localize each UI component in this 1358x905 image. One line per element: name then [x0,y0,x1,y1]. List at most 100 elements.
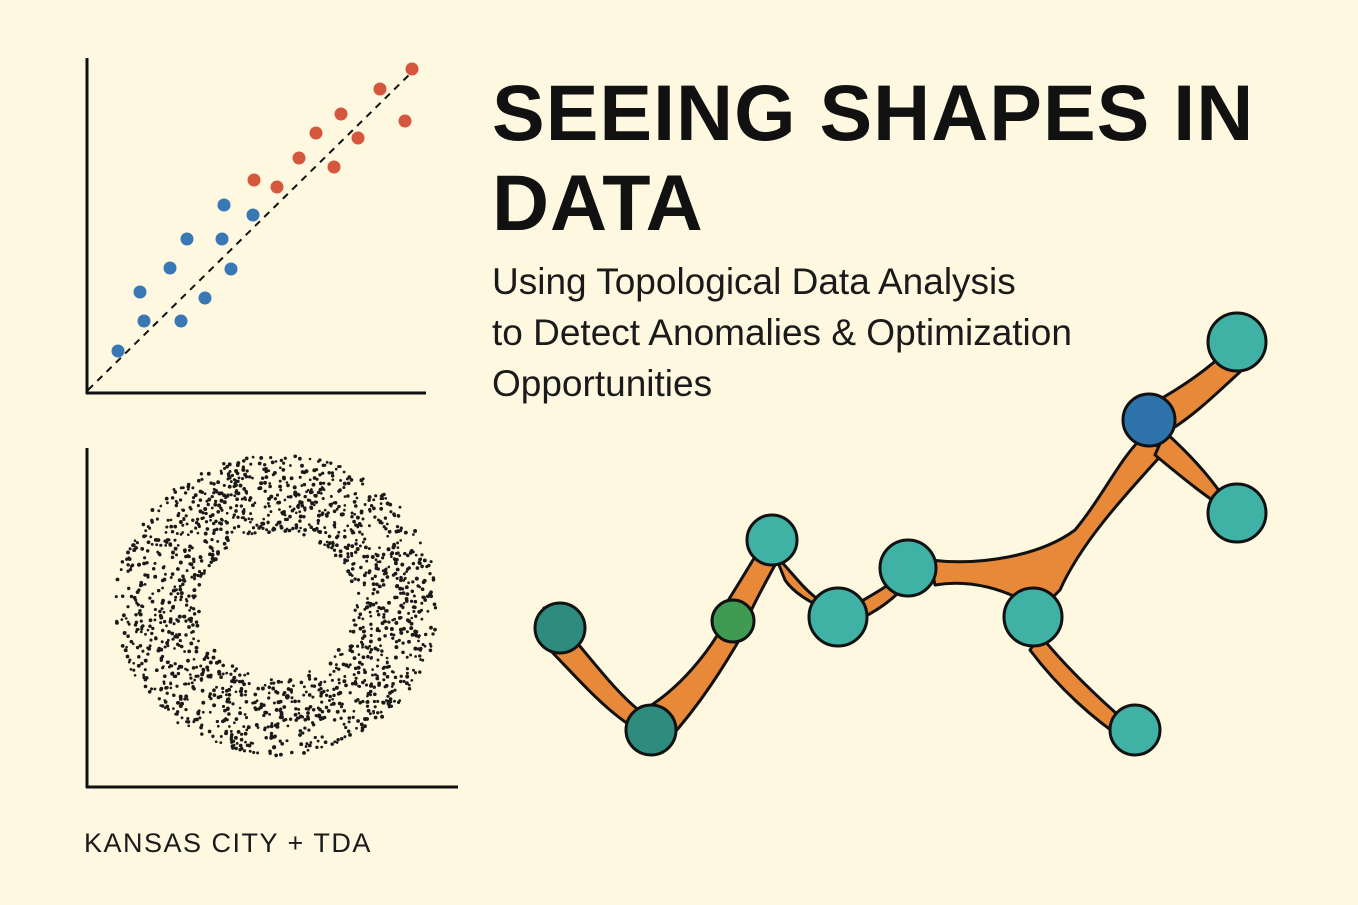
ring-point [175,618,179,622]
ring-point [335,709,340,714]
ring-point [300,484,304,487]
ring-point [390,689,394,694]
ring-point [404,597,409,601]
ring-point [407,683,411,687]
ring-point [246,531,250,536]
ring-point [349,579,354,584]
ring-point [179,532,183,536]
ring-point [356,698,360,702]
ring-point [411,580,415,584]
ring-point [394,620,399,625]
ring-point [330,678,334,682]
ring-point [372,506,376,511]
ring-point [177,614,182,619]
ring-point [186,658,190,663]
ring-point [189,562,194,567]
ring-point [355,726,358,730]
ring-point [375,627,380,631]
ring-point [216,719,219,723]
ring-point [328,699,331,702]
ring-point [374,601,378,605]
ring-point [369,656,373,660]
ring-point [216,724,220,728]
ring-point [380,556,385,560]
ring-point [225,535,229,540]
ring-point [247,682,251,686]
ring-point [189,619,193,623]
ring-point [233,735,238,740]
ring-point [383,516,388,520]
ring-point [368,712,372,716]
ring-point [189,641,194,646]
ring-point [384,527,388,531]
ring-point [343,495,347,498]
ring-point [396,514,400,517]
ring-point [338,553,343,558]
ring-point [264,475,269,479]
ring-point [245,728,249,732]
edge-hub [928,440,1170,612]
ring-point [381,606,385,610]
ring-point [376,711,380,715]
ring-point [245,743,250,747]
ring-point [281,468,286,472]
ring-point [405,570,408,573]
normal-point [215,232,229,246]
ring-point [253,700,257,705]
ring-point [263,728,267,732]
ring-point [368,639,373,644]
ring-point [143,573,147,577]
ring-point [215,685,218,689]
ring-point [153,618,157,622]
ring-point [221,719,225,724]
ring-point [418,670,422,674]
ring-points [114,454,438,758]
ring-point [192,588,197,593]
ring-point [184,603,189,607]
ring-point [361,625,365,629]
ring-point [304,707,309,711]
ring-point [212,491,216,495]
ring-point [283,529,288,533]
ring-point [136,627,140,631]
ring-point [129,668,133,671]
ring-point [404,681,409,686]
ring-point [304,745,308,748]
ring-point [170,631,175,636]
ring-point [163,572,167,576]
ring-point [200,516,204,521]
ring-point [333,655,337,658]
ring-point [412,668,415,672]
ring-point [297,699,301,703]
ring-point [202,668,206,672]
ring-point [328,694,332,699]
ring-point [253,501,257,505]
scatter-plot-icon [85,58,426,395]
ring-point [330,742,334,746]
ring-point [387,702,391,706]
ring-point [219,471,224,475]
ring-point [162,682,166,685]
ring-point [367,547,371,551]
ring-point [311,482,316,487]
ring-point [162,565,166,568]
ring-point [331,697,334,701]
ring-point [381,497,385,501]
ring-point [248,496,253,500]
ring-point [192,612,197,616]
ring-point [337,667,341,671]
ring-point [308,670,311,673]
ring-point [283,456,287,460]
anomaly-point [327,160,341,174]
ring-point [383,634,387,638]
anomaly-point [270,180,284,194]
ring-point [367,524,371,528]
ring-point [236,491,240,496]
ring-point [160,607,164,611]
ring-point [159,688,163,692]
ring-point [359,509,364,514]
ring-point [366,597,369,600]
ring-point [410,550,413,554]
ring-point [162,674,167,679]
ring-point [133,539,137,543]
